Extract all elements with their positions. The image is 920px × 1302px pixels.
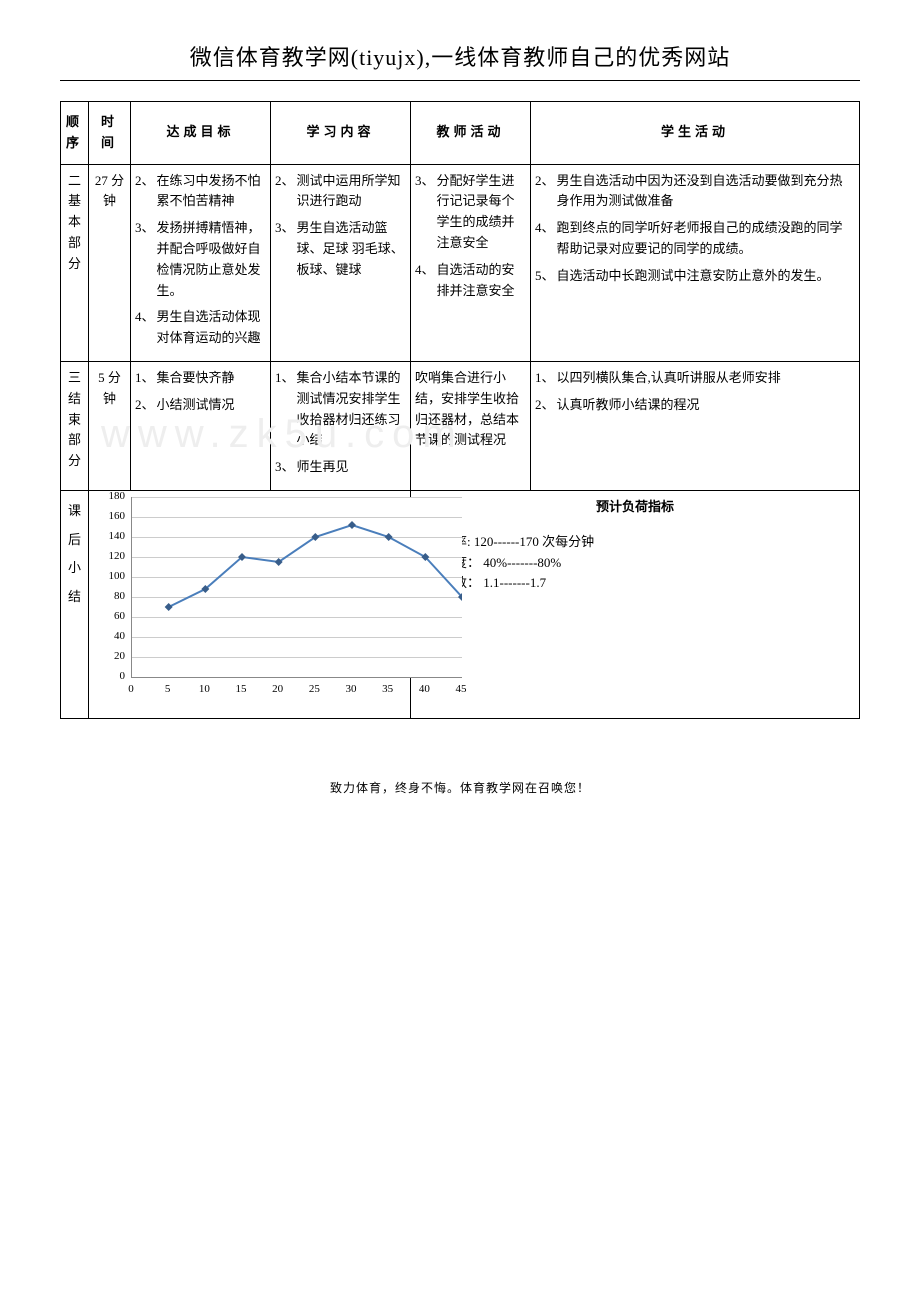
goal-basic: 2、在练习中发扬不怕累不怕苦精神3、发扬拼搏精悟神，并配合呼吸做好自检情况防止意… xyxy=(131,164,271,361)
student-basic: 2、男生自选活动中因为还没到自选活动要做到充分热身作用为测试做准备4、跑到终点的… xyxy=(531,164,860,361)
head-student: 学生活动 xyxy=(531,102,860,165)
time-end: 5 分钟 xyxy=(89,361,131,490)
seq-end: 三结束部分 xyxy=(61,361,89,490)
intensity-line: 强度指数： 1.1-------1.7 xyxy=(415,573,855,594)
head-teacher: 教师活动 xyxy=(411,102,531,165)
load-title: 预计负荷指标 xyxy=(415,497,855,518)
heart-rate-line: 平均心率: 120------170 次每分钟 xyxy=(415,532,855,553)
teacher-end: 吹哨集合进行小结，安排学生收拾归还器材，总结本节课的测试程况 xyxy=(411,361,531,490)
head-seq: 顺序 xyxy=(61,102,89,165)
seq-basic: 二基本部分 xyxy=(61,164,89,361)
header-underline xyxy=(60,80,860,81)
table-header-row: 顺序 时间 达成目标 学习内容 教师活动 学生活动 xyxy=(61,102,860,165)
heart-rate-chart: 020406080100120140160180 051015202530354… xyxy=(97,497,467,712)
density-line: 练习密度： 40%-------80% xyxy=(415,553,855,574)
table-row-basic: 二基本部分 27 分钟 2、在练习中发扬不怕累不怕苦精神3、发扬拼搏精悟神，并配… xyxy=(61,164,860,361)
page-footer: 致力体育，终身不悔。体育教学网在召唤您！ xyxy=(60,779,860,796)
head-time: 时间 xyxy=(89,102,131,165)
table-row-end: 三结束部分 5 分钟 www.zk5u.com 1、集合要快齐静2、小结测试情况… xyxy=(61,361,860,490)
content-basic: 2、测试中运用所学知识进行跑动3、男生自选活动篮球、足球 羽毛球、板球、键球 xyxy=(271,164,411,361)
time-basic: 27 分钟 xyxy=(89,164,131,361)
page-header-title: 微信体育教学网(tiyujx),一线体育教师自己的优秀网站 xyxy=(60,40,860,72)
goal-end: www.zk5u.com 1、集合要快齐静2、小结测试情况 xyxy=(131,361,271,490)
table-row-summary: 课后小结 020406080100120140160180 0510152025… xyxy=(61,490,860,718)
seq-summary: 课后小结 xyxy=(61,490,89,718)
lesson-plan-table: 顺序 时间 达成目标 学习内容 教师活动 学生活动 二基本部分 27 分钟 2、… xyxy=(60,101,860,719)
content-end: 1、集合小结本节课的测试情况安排学生收拾器材归还练习小结3、师生再见 xyxy=(271,361,411,490)
head-goal: 达成目标 xyxy=(131,102,271,165)
load-indicators: 预计负荷指标 平均心率: 120------170 次每分钟 练习密度： 40%… xyxy=(411,490,860,718)
chart-cell: 020406080100120140160180 051015202530354… xyxy=(89,490,411,718)
teacher-basic: 3、分配好学生进行记记录每个学生的成绩并注意安全4、自选活动的安排并注意安全 xyxy=(411,164,531,361)
head-content: 学习内容 xyxy=(271,102,411,165)
student-end: 1、以四列横队集合,认真听讲服从老师安排2、认真听教师小结课的程况 xyxy=(531,361,860,490)
